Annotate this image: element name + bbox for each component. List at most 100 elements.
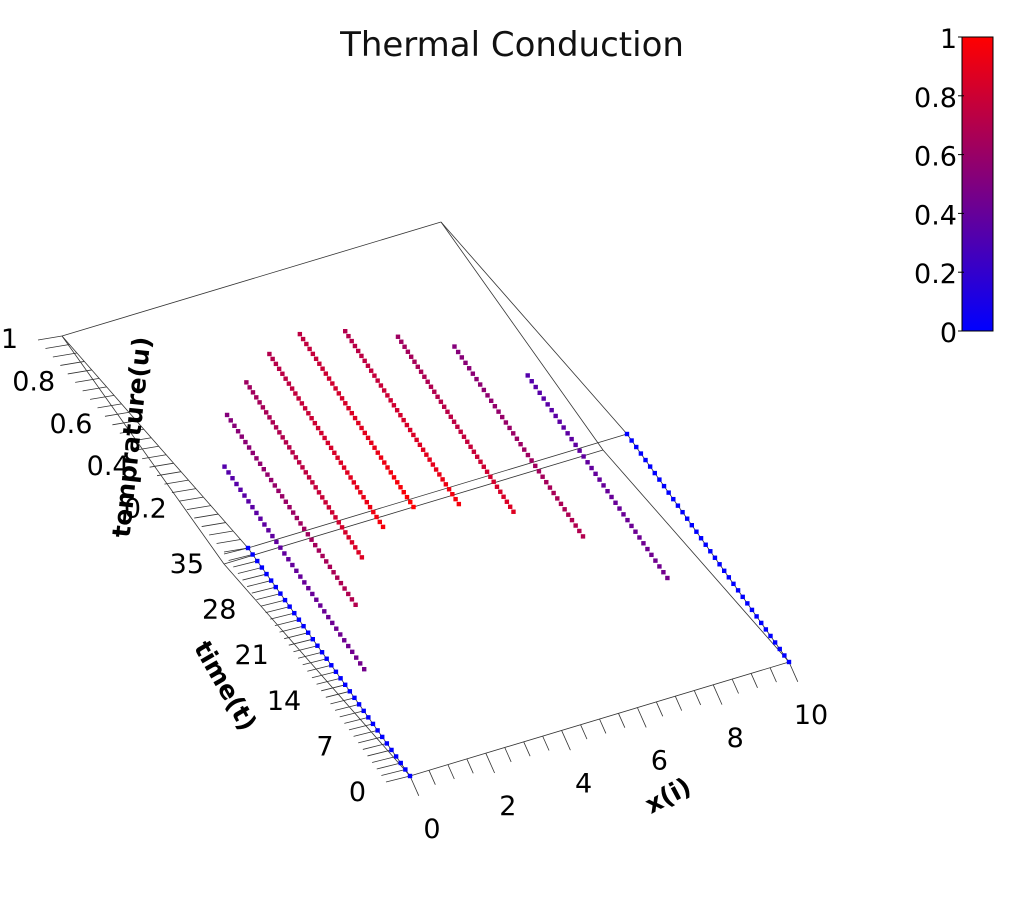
data-point: [351, 480, 357, 485]
data-point: [440, 477, 445, 482]
t-tick: [270, 612, 295, 620]
data-point: [422, 374, 427, 379]
data-point: [354, 485, 360, 490]
data-point: [282, 551, 287, 556]
data-point: [680, 509, 685, 515]
data-point: [372, 445, 377, 450]
data-point: [633, 529, 638, 534]
data-point: [264, 571, 269, 577]
data-point: [358, 661, 363, 666]
data-point: [671, 496, 676, 502]
data-point: [338, 632, 343, 637]
colorbar: 0 0.2 0.4 0.6 0.8 1: [914, 24, 994, 349]
data-point: [649, 552, 654, 558]
data-point: [470, 371, 476, 376]
x-tick: [561, 730, 571, 751]
data-point: [371, 509, 376, 515]
data-point: [296, 617, 302, 622]
data-point: [324, 656, 329, 661]
x-tick-label: 0: [423, 814, 440, 845]
data-point: [694, 529, 699, 534]
data-point: [777, 646, 782, 652]
data-point: [675, 503, 681, 508]
x-tick: [542, 735, 550, 751]
data-point: [279, 494, 285, 499]
u-tick: [194, 513, 219, 519]
data-point: [424, 452, 429, 457]
data-point: [304, 341, 309, 347]
x-tick: [428, 770, 436, 785]
data-point: [326, 505, 332, 510]
data-point: [471, 449, 477, 454]
x-tick: [599, 718, 607, 734]
data-point: [346, 643, 351, 649]
data-point: [250, 390, 256, 395]
data-point: [398, 412, 403, 418]
u-tick: [37, 335, 63, 341]
data-point: [324, 559, 329, 564]
data-point: [366, 715, 371, 720]
box-edge: [440, 221, 628, 435]
colorbar-gradient: [961, 36, 994, 332]
data-point: [433, 467, 439, 472]
x-tick: [750, 673, 758, 688]
data-point: [638, 451, 644, 456]
data-point: [541, 396, 546, 401]
data-point: [463, 360, 468, 366]
data-point: [427, 457, 432, 462]
data-point: [338, 460, 344, 465]
u-tick: [82, 386, 107, 392]
data-point: [609, 494, 614, 500]
data-point: [342, 586, 347, 591]
data-point: [511, 431, 516, 436]
data-point: [244, 380, 249, 385]
data-point: [250, 504, 255, 510]
data-point: [262, 522, 267, 527]
data-point: [315, 643, 320, 648]
data-point: [374, 514, 379, 520]
x-tick: [466, 758, 474, 774]
u-tick: [209, 530, 234, 536]
data-point: [448, 414, 453, 419]
data-point: [529, 458, 534, 463]
x-tick-label: 4: [575, 768, 592, 799]
data-point: [391, 475, 397, 480]
data-point: [445, 409, 450, 414]
data-point: [362, 667, 367, 672]
data-point: [318, 603, 323, 608]
data-point: [315, 425, 321, 431]
data-point: [347, 689, 353, 694]
data-point: [322, 435, 327, 441]
data-point: [232, 423, 237, 429]
data-point: [772, 640, 778, 645]
data-point: [372, 373, 377, 378]
u-tick-label: 0.4: [87, 451, 130, 482]
data-point: [455, 424, 460, 429]
data-point: [282, 597, 288, 603]
data-point: [536, 469, 542, 474]
t-tick: [242, 573, 267, 581]
data-point: [326, 376, 332, 381]
x-tick: [637, 707, 647, 728]
t-tick-label: 7: [316, 731, 333, 762]
u-tick: [186, 505, 211, 510]
data-point: [338, 580, 344, 586]
data-point: [305, 630, 311, 635]
data-point: [313, 485, 318, 490]
data-point: [544, 479, 549, 485]
data-point: [428, 384, 434, 389]
data-point: [754, 614, 759, 619]
chart-title: Thermal Conduction: [339, 25, 684, 65]
t-tick: [293, 645, 318, 653]
data-point: [569, 436, 574, 442]
data-point: [540, 474, 545, 479]
data-point: [329, 510, 335, 515]
data-point: [349, 540, 355, 545]
data-point: [362, 358, 367, 364]
data-point: [597, 477, 602, 482]
data-point: [289, 386, 295, 391]
data-point: [355, 348, 361, 354]
data-point: [222, 464, 227, 469]
data-point: [235, 429, 241, 434]
data-point: [585, 460, 590, 465]
